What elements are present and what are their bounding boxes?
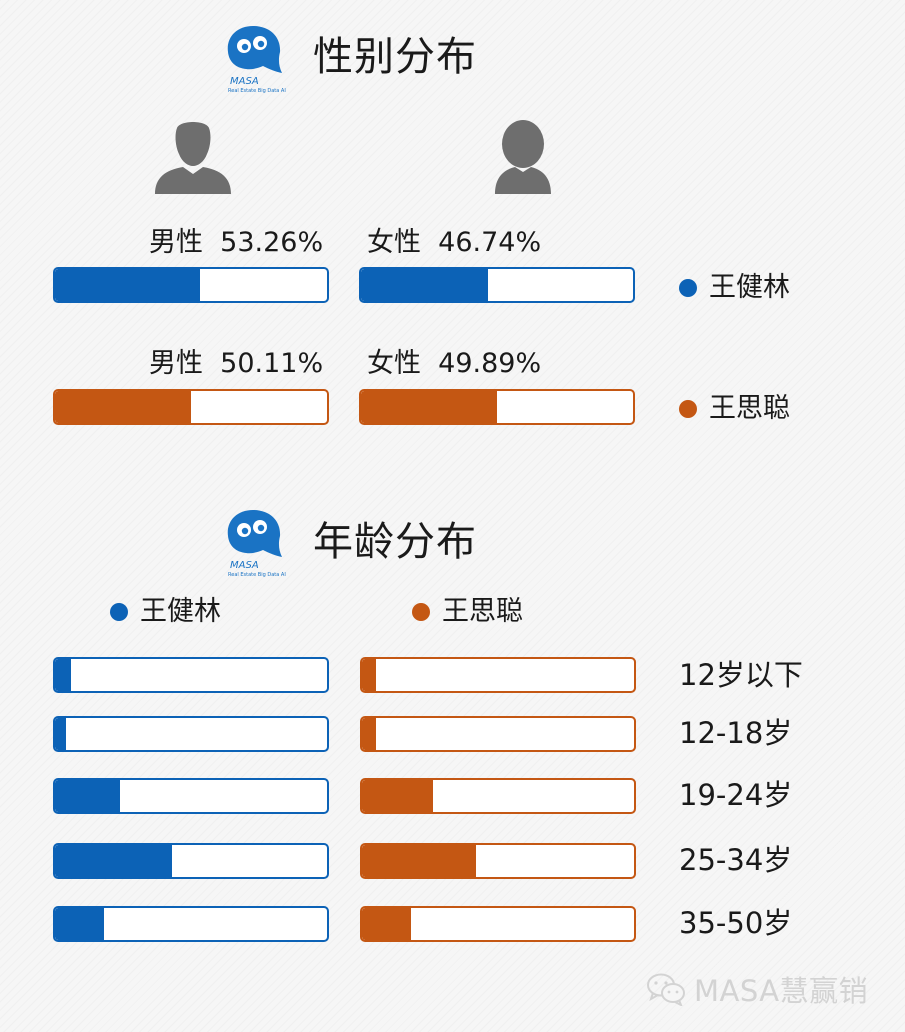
female-percent-label-wang-jianlin: 女性 46.74% bbox=[367, 227, 542, 258]
bar-fill bbox=[361, 391, 497, 423]
female-bar-wang-jianlin bbox=[359, 267, 635, 303]
masa-logo: MASA Real Estate Big Data AI bbox=[222, 508, 288, 578]
female-bar-wang-sicong bbox=[359, 389, 635, 425]
svg-text:Real Estate Big Data AI: Real Estate Big Data AI bbox=[228, 572, 286, 578]
age-bar-wang-jianlin bbox=[53, 778, 329, 814]
legend-dot bbox=[412, 602, 430, 621]
age-bar-wang-sicong bbox=[360, 906, 636, 942]
age-bar-wang-sicong bbox=[360, 843, 636, 879]
age-category-label: 12岁以下 bbox=[679, 658, 803, 692]
svg-text:MASA: MASA bbox=[230, 560, 259, 571]
male-percent-label-wang-jianlin: 男性 53.26% bbox=[149, 227, 324, 258]
svg-text:MASA: MASA bbox=[230, 76, 259, 87]
bar-fill bbox=[55, 391, 192, 423]
watermark-text: MASA慧赢销 bbox=[694, 974, 869, 1008]
bar-fill bbox=[55, 269, 200, 301]
wechat-icon bbox=[647, 973, 685, 1006]
male-avatar-icon bbox=[151, 118, 235, 194]
svg-text:Real Estate Big Data AI: Real Estate Big Data AI bbox=[228, 88, 286, 94]
bar-fill bbox=[362, 718, 376, 750]
legend-dot bbox=[110, 602, 128, 621]
age-category-label: 12-18岁 bbox=[679, 716, 793, 750]
bar-fill bbox=[362, 659, 376, 691]
masa-logo: MASA Real Estate Big Data AI bbox=[222, 24, 288, 94]
legend-wang-jianlin: 王健林 bbox=[679, 274, 790, 301]
age-bar-wang-jianlin bbox=[53, 906, 329, 942]
male-percent-label-wang-sicong: 男性 50.11% bbox=[149, 348, 324, 379]
bar-fill bbox=[55, 845, 172, 877]
age-bar-wang-sicong bbox=[360, 778, 636, 814]
bar-fill bbox=[55, 780, 121, 812]
bar-fill bbox=[362, 845, 477, 877]
gender-section-title: 性别分布 bbox=[313, 34, 477, 80]
watermark: MASA慧赢销 bbox=[646, 968, 868, 1010]
age-category-label: 35-50岁 bbox=[679, 906, 793, 940]
bar-fill bbox=[55, 718, 66, 750]
legend-label: 王思聪 bbox=[442, 596, 523, 627]
female-percent-label-wang-sicong: 女性 49.89% bbox=[367, 348, 542, 379]
age-bar-wang-jianlin bbox=[53, 716, 329, 752]
bar-fill bbox=[55, 908, 104, 940]
age-bar-wang-sicong bbox=[360, 716, 636, 752]
legend-wang-sicong: 王思聪 bbox=[679, 395, 790, 422]
bar-fill bbox=[361, 269, 489, 301]
male-bar-wang-sicong bbox=[53, 389, 329, 425]
age-legend-wang-jianlin: 王健林 bbox=[110, 598, 221, 625]
age-bar-wang-jianlin bbox=[53, 657, 329, 693]
legend-label: 王健林 bbox=[140, 596, 221, 627]
legend-dot bbox=[679, 278, 697, 297]
age-legend-wang-sicong: 王思聪 bbox=[412, 598, 523, 625]
age-bar-wang-jianlin bbox=[53, 843, 329, 879]
age-category-label: 19-24岁 bbox=[679, 778, 793, 812]
legend-label: 王思聪 bbox=[709, 393, 790, 424]
female-avatar-icon bbox=[481, 118, 565, 194]
legend-label: 王健林 bbox=[709, 272, 790, 303]
legend-dot bbox=[679, 399, 697, 418]
male-bar-wang-jianlin bbox=[53, 267, 329, 303]
age-section-title: 年龄分布 bbox=[313, 519, 477, 565]
bar-fill bbox=[55, 659, 72, 691]
age-category-label: 25-34岁 bbox=[679, 843, 793, 877]
age-bar-wang-sicong bbox=[360, 657, 636, 693]
bar-fill bbox=[362, 780, 433, 812]
bar-fill bbox=[362, 908, 411, 940]
